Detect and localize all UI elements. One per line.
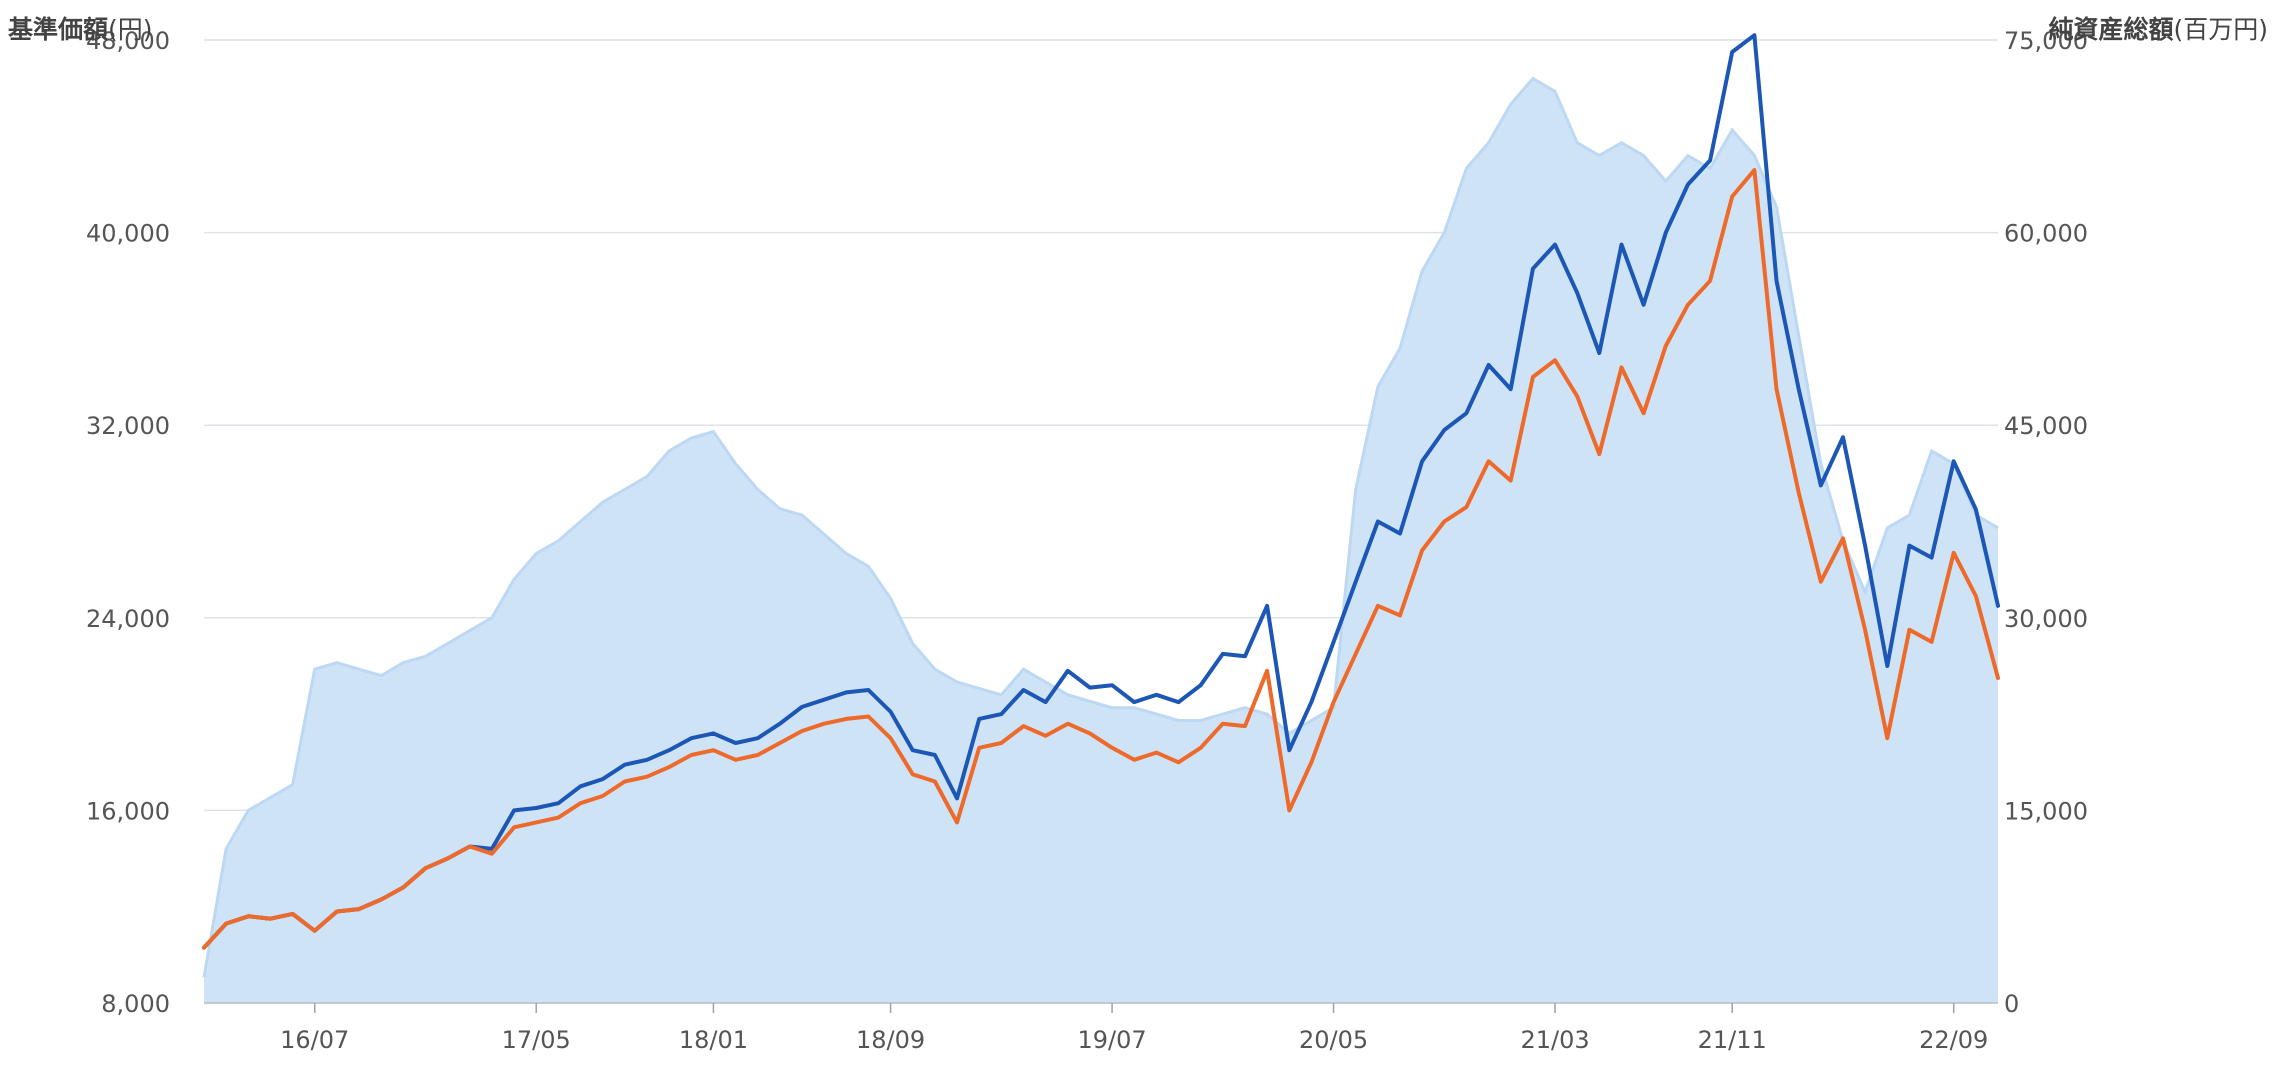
left-axis-unit: (円) (108, 15, 153, 44)
left-tick-label: 8,000 (101, 990, 170, 1018)
left-axis-title-text: 基準価額 (8, 15, 108, 44)
left-tick-label: 24,000 (86, 605, 170, 633)
left-tick-label: 16,000 (86, 797, 170, 825)
left-axis-title: 基準価額(円) (8, 15, 153, 44)
x-tick-label: 18/01 (679, 1026, 748, 1054)
series-b-line (202, 168, 2000, 950)
left-tick-label: 32,000 (86, 412, 170, 440)
x-tick-label: 21/03 (1520, 1026, 1589, 1054)
left-tick-label: 40,000 (86, 220, 170, 248)
left-tick-label: 48,000 (86, 27, 170, 55)
right-tick-label: 30,000 (2004, 605, 2088, 633)
x-tick-label: 20/05 (1299, 1026, 1368, 1054)
x-tick-label: 21/11 (1698, 1026, 1767, 1054)
x-tick-label: 16/07 (280, 1026, 349, 1054)
right-tick-label: 0 (2004, 990, 2019, 1018)
right-tick-label: 75,000 (2004, 27, 2088, 55)
price-lines (202, 33, 2000, 950)
right-axis-unit: (百万円) (2173, 15, 2268, 44)
x-tick-label: 22/09 (1919, 1026, 1988, 1054)
right-tick-label: 60,000 (2004, 220, 2088, 248)
net-assets-area (202, 76, 1999, 1003)
right-tick-label: 45,000 (2004, 412, 2088, 440)
right-tick-label: 15,000 (2004, 797, 2088, 825)
x-tick-label: 19/07 (1077, 1026, 1146, 1054)
net-assets-area-edge (202, 76, 1999, 978)
right-axis-title-text: 純資産総額 (2048, 15, 2173, 44)
right-axis-title: 純資産総額(百万円) (2048, 15, 2268, 44)
x-tick-label: 17/05 (502, 1026, 571, 1054)
x-tick-label: 18/09 (856, 1026, 925, 1054)
series-a-line (202, 33, 2000, 950)
net-assets-area-fill (204, 78, 1998, 1003)
tick-labels: 8,000 16,000 24,000 32,000 40,000 48,000 0 15,0… (86, 27, 2088, 1054)
